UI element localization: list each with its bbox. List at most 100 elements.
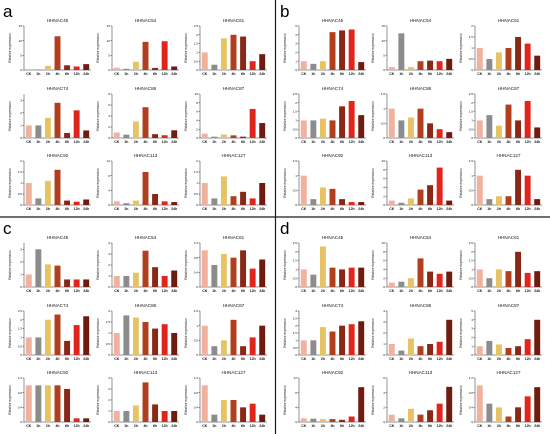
bar-6h [240,136,247,138]
x-tick-label: 12h [162,140,168,144]
bar-12h [161,41,168,70]
y-tick-label: 0 [20,353,22,357]
y-tick-label: 3 [20,98,22,102]
y-axis-label: Relative expression [283,250,287,280]
chart-hhnac87: HHNAC87 Relative expression 0 1 2 3 4 5 CK 1h 2h 4h… [459,303,542,361]
y-tick-label: 1.5 [469,35,474,39]
y-tick-label: 1 [383,107,385,111]
x-tick-label: 4h [143,424,147,428]
y-tick-label: 1 [383,342,385,346]
y-tick-label: 10 [382,241,386,245]
x-tick-label: 2h [222,72,226,76]
bar-ck [25,183,32,205]
y-tick-label: 4 [295,405,297,409]
bar-24h [259,54,266,70]
bar-6h [240,36,247,70]
y-tick-label: 2 [471,24,473,28]
bar-6h [64,65,71,70]
chart-hhnac113: HHNAC113 Relative expression 0 2 4 6 CK 1h 2h 4h 6… [371,370,454,428]
y-tick-label: 3 [295,42,297,46]
bar-ck [476,346,483,355]
x-tick-label: 24h [534,424,540,428]
bar-2h [132,61,139,70]
x-tick-label: 1h [487,289,491,293]
y-tick-label: 1.5 [469,110,474,114]
x-tick-label: 4h [418,207,422,211]
x-tick-label: 1h [212,140,216,144]
x-tick-label: 6h [241,424,245,428]
x-tick-label: 24h [259,140,265,144]
y-tick-label: 0 [196,203,198,207]
y-tick-label: 3 [383,320,385,324]
x-tick-label: 24h [259,357,265,361]
y-tick-label: 4 [471,318,473,322]
x-tick-label: 2h [46,424,50,428]
bar-6h [515,346,522,355]
bar-4h [417,189,424,205]
y-tick-label: 1 [108,274,110,278]
y-tick-label: 1 [20,336,22,340]
bar-1h [398,120,405,138]
y-tick-label: 0 [295,68,297,72]
bar-ck [476,48,483,70]
bar-24h [534,319,541,355]
y-tick-label: 0.4 [194,405,199,409]
bar-1h [486,59,493,70]
x-tick-label: 1h [399,424,403,428]
x-tick-label: 1h [124,424,128,428]
bar-ck [201,325,208,355]
y-tick-label: 2 [471,250,473,254]
y-tick-label: 1 [196,51,198,55]
bar-1h [123,411,130,422]
bar-2h [319,327,326,355]
bar-24h [83,199,90,205]
bar-24h [534,127,541,138]
y-tick-label: 1 [471,344,473,348]
x-tick-label: 4h [330,140,334,144]
x-tick-label: 4h [506,140,510,144]
y-tick-label: 0.5 [293,346,298,350]
bar-6h [64,340,71,355]
x-tick-label: CK [202,289,208,293]
x-tick-label: 1h [36,357,40,361]
y-tick-label: 8 [383,168,385,172]
bar-24h [358,62,365,70]
y-axis-label: Relative expression [371,101,375,131]
x-tick-label: CK [477,424,483,428]
chart-hhnac45: HHNAC45 Relative expression 0 1 2 3 4 5 CK 1h 2h 4h… [283,18,366,76]
bar-ck [25,385,32,422]
y-tick-label: 5 [20,53,22,57]
y-tick-label: 8 [196,101,198,105]
bar-4h [142,250,149,287]
x-tick-label: 4h [330,72,334,76]
y-tick-label: 0.5 [18,344,23,348]
chart-hhnac74: HHNAC74 Relative expression 0 0.5 1 1.5 2 2.5 CK… [8,303,91,361]
x-tick-label: 24h [446,72,452,76]
bar-6h [64,279,71,287]
x-tick-label: 2h [321,72,325,76]
y-axis-label: Relative expression [459,250,463,280]
bar-6h [339,30,346,70]
bar-6h [152,67,159,70]
y-tick-label: 4 [295,33,297,37]
x-tick-label: 6h [153,140,157,144]
x-tick-label: 24h [534,207,540,211]
bar-12h [524,339,531,355]
x-tick-label: CK [389,207,395,211]
y-tick-label: 4 [383,309,385,313]
bar-12h [436,129,443,138]
y-tick-label: 4 [108,376,110,380]
chart-hhnac45: HHNAC45 Relative expression 0 0.5 1 1.5 2 2.5 CK… [283,235,366,293]
bar-2h [132,200,139,205]
y-tick-label: 3 [20,247,22,251]
x-tick-label: 1h [36,140,40,144]
x-tick-label: 1h [311,207,315,211]
chart-hhnac86: HHNAC86 Relative expression 0 0.5 1 1.5 2 CK 1h 2… [96,303,179,361]
x-tick-label: CK [202,207,208,211]
bar-ck [476,175,483,205]
y-tick-label: 0.5 [18,192,23,196]
x-tick-label: 1h [487,357,491,361]
y-tick-label: 6 [383,259,385,263]
x-tick-label: 2h [497,140,501,144]
bar-12h [436,61,443,70]
